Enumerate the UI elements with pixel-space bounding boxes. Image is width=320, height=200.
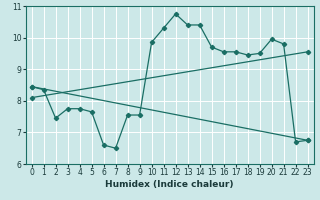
X-axis label: Humidex (Indice chaleur): Humidex (Indice chaleur) — [105, 180, 234, 189]
